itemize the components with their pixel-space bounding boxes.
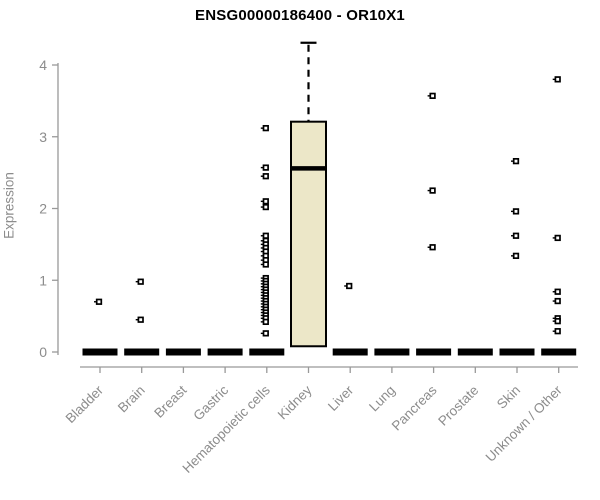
outlier-point — [95, 298, 103, 305]
zero-box-7 — [374, 348, 410, 356]
x-tick-label: Liver — [325, 382, 357, 414]
y-tick-label: 0 — [39, 344, 47, 360]
zero-box-4 — [249, 348, 285, 356]
outlier-point — [554, 328, 561, 335]
box-body — [290, 120, 327, 348]
y-tick-label: 3 — [39, 129, 47, 145]
outlier-point — [512, 252, 520, 260]
x-tick-label: Brain — [115, 383, 148, 416]
y-tick-label: 2 — [39, 201, 47, 217]
outlier-point — [262, 318, 269, 326]
outlier-point — [262, 124, 269, 132]
outlier-point — [554, 76, 561, 83]
outlier-point — [262, 198, 269, 205]
x-tick-label: Kidney — [275, 382, 315, 422]
outlier-point — [137, 316, 144, 323]
outlier-point — [262, 232, 269, 239]
x-tick-label: Skin — [494, 383, 523, 412]
zero-box-10 — [499, 348, 535, 356]
chart-title: ENSG00000186400 - OR10X1 — [195, 7, 405, 24]
y-tick-label: 4 — [39, 57, 47, 73]
outlier-point — [137, 278, 144, 285]
outlier-point — [262, 173, 269, 180]
zero-box-2 — [165, 348, 201, 356]
outlier-point — [429, 187, 436, 194]
outlier-point — [554, 288, 561, 295]
outlier-point — [262, 261, 269, 268]
outlier-point — [429, 92, 436, 100]
outlier-point — [512, 157, 520, 165]
y-tick-label: 1 — [39, 272, 47, 288]
outlier-point — [262, 330, 269, 337]
outlier-point — [512, 232, 520, 239]
outlier-point — [429, 244, 436, 251]
zero-box-1 — [124, 348, 160, 356]
outlier-point — [262, 203, 269, 211]
zero-box-9 — [457, 348, 493, 356]
outlier-point — [262, 164, 269, 171]
outlier-point — [554, 234, 561, 242]
outlier-point — [554, 317, 561, 325]
x-tick-label: Gastric — [190, 382, 231, 423]
x-tick-label: Breast — [151, 382, 189, 420]
x-tick-label: Lung — [366, 383, 398, 415]
zero-box-11 — [541, 348, 577, 356]
x-tick-label: Unknown / Other — [483, 382, 566, 465]
x-tick-label: Pancreas — [389, 382, 440, 433]
outlier-point — [512, 208, 520, 215]
zero-box-8 — [416, 348, 452, 356]
outlier-point — [554, 297, 561, 305]
zero-box-6 — [332, 348, 368, 356]
x-tick-label: Prostate — [435, 383, 481, 429]
zero-box-0 — [82, 348, 118, 356]
outlier-point — [346, 282, 353, 290]
zero-box-3 — [207, 348, 243, 356]
x-tick-label: Bladder — [63, 382, 107, 426]
